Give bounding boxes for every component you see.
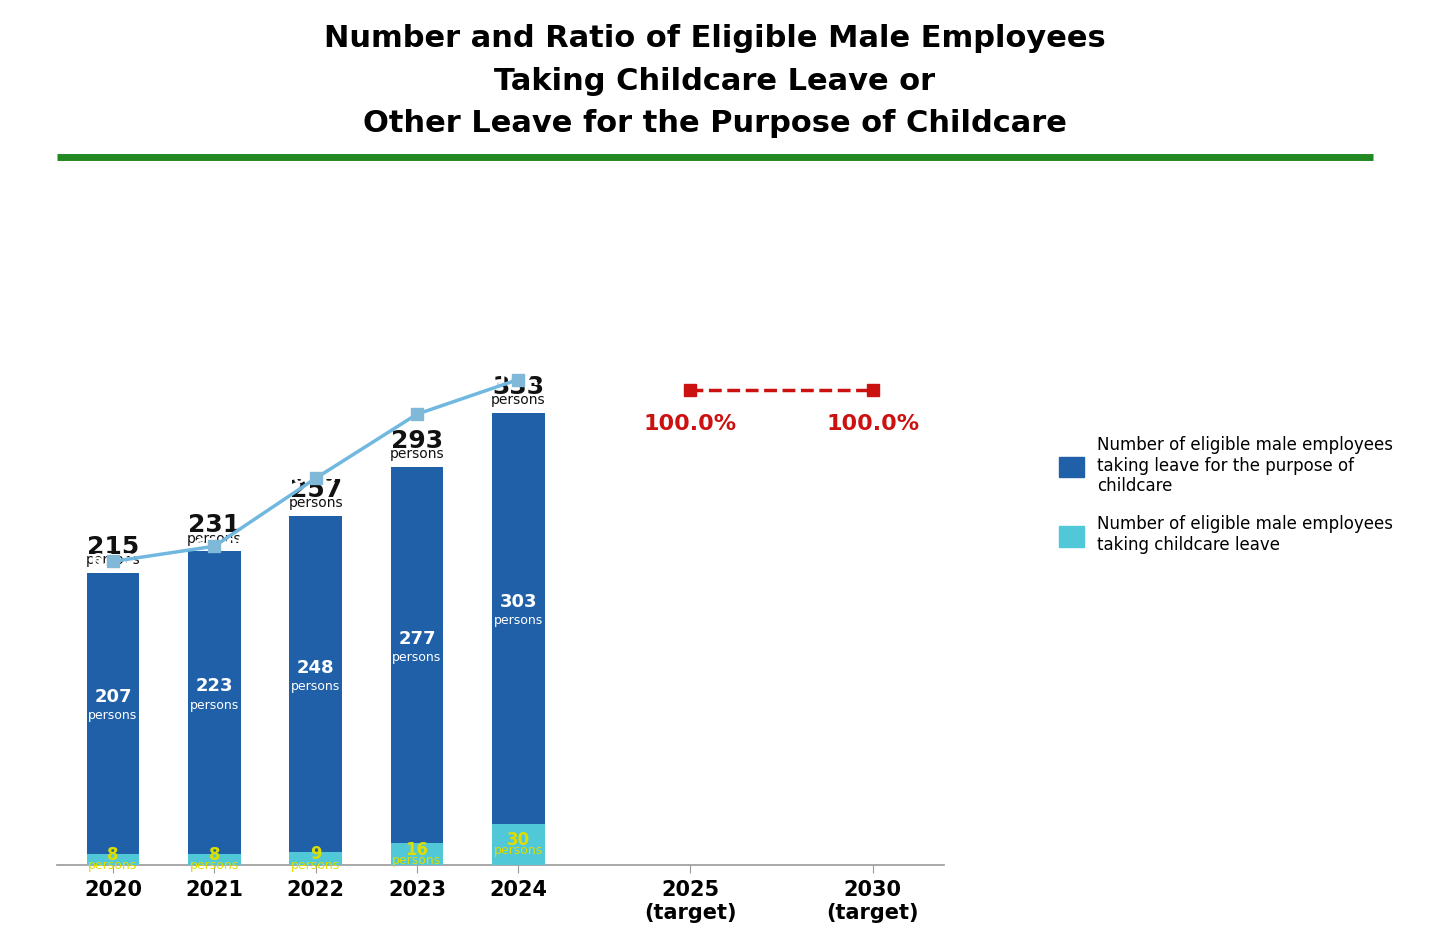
Text: 67.0%: 67.0% [194, 538, 256, 555]
Bar [492, 412, 545, 824]
Text: persons: persons [289, 496, 343, 510]
Bar [187, 854, 240, 865]
Text: 333: 333 [492, 375, 545, 399]
Text: persons: persons [190, 860, 239, 872]
Text: 100.0%: 100.0% [644, 414, 736, 434]
Text: persons: persons [290, 680, 340, 694]
Text: persons: persons [290, 859, 340, 872]
Text: 215: 215 [87, 535, 139, 560]
Text: 102.1%: 102.1% [496, 370, 571, 389]
Bar [187, 551, 240, 854]
Legend: Number of eligible male employees
taking leave for the purpose of
childcare, Num: Number of eligible male employees taking… [1058, 436, 1393, 554]
Text: 100.0%: 100.0% [827, 414, 919, 434]
Bar [492, 824, 545, 864]
Text: Other Leave for the Purpose of Childcare: Other Leave for the Purpose of Childcare [363, 109, 1067, 139]
Text: 293: 293 [390, 429, 443, 453]
Text: persons: persons [187, 532, 242, 545]
Text: persons: persons [89, 860, 137, 872]
Text: 231: 231 [189, 513, 240, 538]
Text: persons: persons [493, 845, 543, 858]
Text: persons: persons [490, 393, 545, 408]
Text: 257: 257 [289, 478, 342, 503]
Bar [87, 573, 139, 854]
Text: 30: 30 [506, 831, 529, 849]
Text: persons: persons [86, 553, 140, 567]
Text: 81.3%: 81.3% [293, 469, 356, 487]
Text: 94.8%: 94.8% [395, 406, 458, 423]
Bar [390, 466, 443, 843]
Bar [390, 843, 443, 864]
Text: Taking Childcare Leave or: Taking Childcare Leave or [495, 66, 935, 96]
Text: 277: 277 [398, 630, 436, 648]
Text: persons: persons [190, 698, 239, 712]
Bar [289, 852, 342, 864]
Text: 248: 248 [297, 658, 335, 676]
Text: persons: persons [89, 710, 137, 722]
Text: 207: 207 [94, 688, 132, 706]
Text: 8: 8 [107, 846, 119, 864]
Text: 16: 16 [406, 841, 429, 859]
Text: persons: persons [389, 447, 445, 462]
Text: 223: 223 [196, 677, 233, 695]
Text: persons: persons [493, 615, 543, 627]
Text: 9: 9 [310, 846, 322, 864]
Bar [289, 516, 342, 852]
Text: Number and Ratio of Eligible Male Employees: Number and Ratio of Eligible Male Employ… [325, 24, 1105, 53]
Text: persons: persons [392, 854, 442, 867]
Text: 303: 303 [499, 593, 538, 611]
Bar [87, 854, 139, 865]
Text: persons: persons [392, 651, 442, 664]
Text: 8: 8 [209, 846, 220, 864]
Text: 63.8%: 63.8% [90, 553, 153, 570]
